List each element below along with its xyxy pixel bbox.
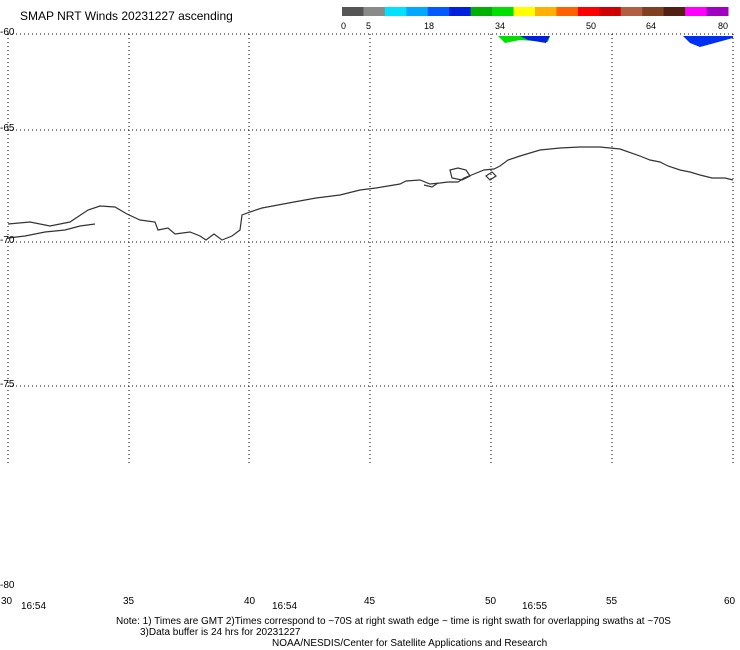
colorbar-tick: 5 <box>366 21 372 31</box>
lat-label: -75 <box>0 379 15 390</box>
swath-time: 16:54 <box>21 601 47 612</box>
lon-label: 55 <box>606 596 618 607</box>
lat-label: -60 <box>0 27 15 38</box>
lat-label: -65 <box>0 123 15 134</box>
colorbar-segment <box>685 7 708 16</box>
colorbar-segment <box>663 7 686 16</box>
colorbar-segment <box>577 7 600 16</box>
colorbar-segment <box>492 7 515 16</box>
wind-swath-blue-right <box>683 36 733 47</box>
colorbar-segment <box>556 7 579 16</box>
colorbar-tick: 80 <box>718 21 729 31</box>
lat-label: -80 <box>0 580 15 591</box>
lon-label: 50 <box>485 596 497 607</box>
lon-label: 35 <box>123 596 135 607</box>
colorbar-segment <box>620 7 643 16</box>
colorbar-tick: 50 <box>586 21 597 31</box>
colorbar-tick: 0 <box>341 21 347 31</box>
lon-label: 60 <box>724 596 736 607</box>
note-line-1: Note: 1) Times are GMT 2)Times correspon… <box>116 616 671 627</box>
colorbar-tick: 18 <box>424 21 435 31</box>
swath-time: 16:54 <box>272 601 298 612</box>
antarctic-coastline <box>7 146 734 241</box>
note-line-2: 3)Data buffer is 24 hrs for 20231227 <box>140 627 301 638</box>
swath-time: 16:55 <box>522 601 548 612</box>
colorbar-segment <box>406 7 429 16</box>
colorbar-segment <box>599 7 622 16</box>
lon-label: 30 <box>1 596 13 607</box>
colorbar-segment <box>513 7 536 16</box>
colorbar-segment <box>535 7 557 16</box>
colorbar-segment <box>642 7 665 16</box>
colorbar-segment <box>384 7 407 16</box>
colorbar-segment <box>706 7 729 16</box>
map-title: SMAP NRT Winds 20231227 ascending <box>20 9 233 23</box>
colorbar-segment <box>342 7 364 16</box>
colorbar-segment <box>470 7 493 16</box>
colorbar-tick: 64 <box>646 21 657 31</box>
grid <box>7 33 734 465</box>
colorbar-segment <box>449 7 472 16</box>
note-line-3: NOAA/NESDIS/Center for Satellite Applica… <box>272 638 548 649</box>
lon-label: 45 <box>364 596 376 607</box>
lat-label: -70 <box>0 235 15 246</box>
colorbar-segment <box>363 7 386 16</box>
wind-swath-blue-left <box>520 36 550 43</box>
colorbar-tick: 34 <box>495 21 506 31</box>
lon-label: 40 <box>244 596 256 607</box>
colorbar <box>342 7 729 16</box>
colorbar-segment <box>427 7 450 16</box>
